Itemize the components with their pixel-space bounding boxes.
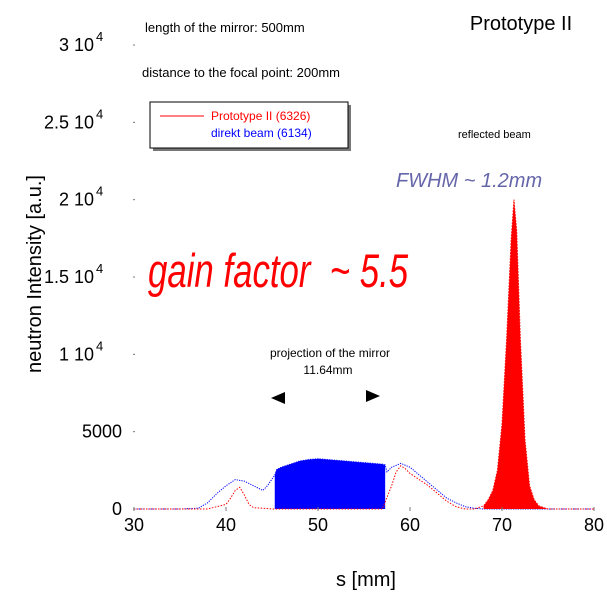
direct-beam-fill <box>274 458 386 509</box>
reflected-peak-fill <box>483 199 594 509</box>
annotation-projection-line2: 11.64mm <box>303 363 352 377</box>
right-arrow-icon <box>366 390 380 402</box>
series-line-direct-beam <box>134 458 594 510</box>
y-tick-exponent: 4 <box>96 338 103 353</box>
y-tick-label: 3 10 <box>59 35 94 55</box>
annotation-focal-distance: distance to the focal point: 200mm <box>142 65 340 80</box>
x-axis-ticks: 30 40 50 60 70 80 <box>124 507 604 535</box>
x-tick-label: 50 <box>308 515 328 535</box>
legend-label-direct-beam: direkt beam (6134) <box>211 126 312 140</box>
legend-label-prototype: Prototype II (6326) <box>211 109 310 123</box>
annotation-projection-line1: projection of the mirror <box>270 346 390 360</box>
x-axis-label: s [mm] <box>336 569 396 591</box>
annotation-gain-factor: gain factor ~ 5.5 <box>148 244 409 297</box>
x-tick-label: 70 <box>492 515 512 535</box>
y-tick-exponent: 4 <box>96 261 103 276</box>
y-tick-exponent: 4 <box>96 184 103 199</box>
x-tick-label: 30 <box>124 515 144 535</box>
y-tick-exponent: 4 <box>96 106 103 121</box>
annotation-reflected-beam: reflected beam <box>458 129 531 141</box>
y-axis-label: neutron Intensity [a.u.] <box>24 175 46 373</box>
annotation-mirror-length: length of the mirror: 500mm <box>145 20 305 35</box>
y-tick-label: 0 <box>112 499 122 519</box>
y-tick-exponent: 4 <box>96 29 103 44</box>
chart-title: Prototype II <box>470 13 572 35</box>
left-arrow-icon <box>271 392 285 404</box>
annotation-fwhm: FWHM ~ 1.2mm <box>396 170 542 192</box>
y-tick-label: 1.5 10 <box>44 267 94 287</box>
y-tick-label: 2 10 <box>59 190 94 210</box>
legend: Prototype II (6326) direkt beam (6134) <box>149 101 351 151</box>
x-tick-label: 40 <box>216 515 236 535</box>
y-tick-label: 2.5 10 <box>44 112 94 132</box>
legend-box <box>149 101 349 149</box>
y-tick-label: 5000 <box>82 422 122 442</box>
y-tick-label: 1 10 <box>59 344 94 364</box>
x-tick-label: 80 <box>584 515 604 535</box>
series-layer <box>134 199 594 510</box>
x-tick-label: 60 <box>400 515 420 535</box>
